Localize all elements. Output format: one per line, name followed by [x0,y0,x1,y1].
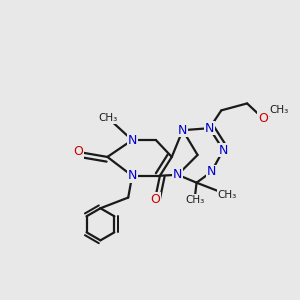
Text: CH₃: CH₃ [185,194,204,205]
Text: O: O [74,146,84,158]
Text: N: N [178,124,188,137]
Text: N: N [173,168,182,181]
Text: N: N [219,143,228,157]
Text: N: N [205,122,214,135]
Text: O: O [150,193,160,206]
Text: CH₃: CH₃ [269,105,288,116]
Text: N: N [128,134,137,147]
Text: N: N [207,165,216,178]
Text: O: O [258,112,268,125]
Text: N: N [128,169,137,182]
Text: CH₃: CH₃ [99,113,118,123]
Text: CH₃: CH₃ [218,190,237,200]
